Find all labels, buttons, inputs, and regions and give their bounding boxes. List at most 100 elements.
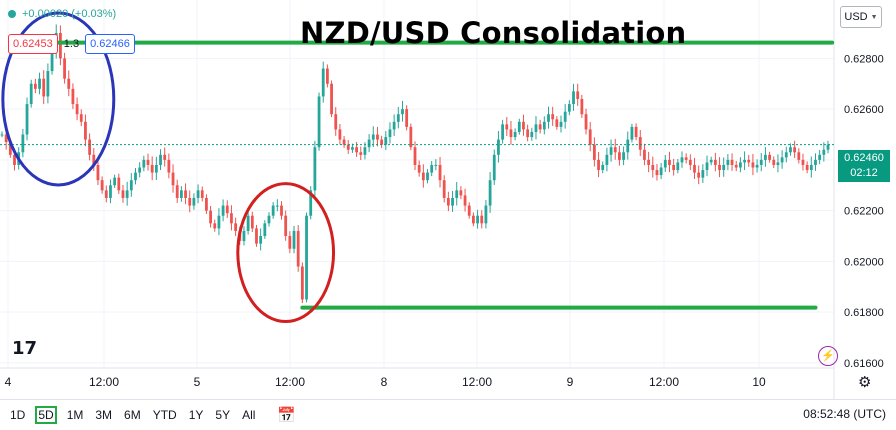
candle-body	[547, 114, 550, 122]
candle	[230, 205, 233, 231]
candle-body	[522, 121, 525, 130]
candle-body	[84, 121, 87, 140]
candle-body	[801, 159, 805, 165]
candle-body	[179, 190, 183, 198]
candle	[567, 100, 571, 116]
candle	[801, 153, 805, 171]
candle-body	[668, 159, 671, 165]
candle	[267, 212, 271, 227]
candle-body	[588, 129, 592, 145]
range-button-6m[interactable]: 6M	[124, 408, 141, 422]
candle	[275, 199, 279, 212]
candle	[263, 220, 267, 239]
range-button-5d[interactable]: 5D	[35, 406, 57, 424]
candle-body	[826, 144, 830, 150]
candle	[384, 131, 388, 151]
candle	[163, 147, 167, 167]
candle-body	[33, 83, 37, 89]
candle	[584, 108, 588, 135]
candle	[772, 156, 776, 169]
candle	[159, 149, 162, 171]
candle-body	[772, 159, 776, 165]
candle-body	[751, 162, 755, 168]
buy-price-button[interactable]: 0.62466	[85, 34, 135, 54]
candle	[259, 228, 263, 251]
candle	[334, 107, 338, 136]
candle-body	[59, 32, 62, 59]
range-button-ytd[interactable]: YTD	[152, 408, 177, 422]
candle-body	[96, 164, 100, 181]
candle-body	[388, 129, 392, 138]
candle	[538, 119, 542, 134]
candle-body	[367, 139, 371, 148]
candle-body	[359, 152, 363, 155]
candle	[659, 163, 663, 180]
range-button-1d[interactable]: 1D	[10, 408, 26, 422]
candle-body	[396, 114, 400, 122]
gear-icon[interactable]: ⚙	[858, 374, 872, 391]
candle	[150, 156, 154, 181]
candle	[317, 92, 321, 151]
candle	[221, 199, 225, 222]
lightning-icon[interactable]: ⚡	[818, 346, 838, 366]
candle-body	[630, 126, 634, 140]
range-button-5y[interactable]: 5Y	[215, 408, 231, 422]
price-change: +0.00020 (+0.03%)	[22, 8, 117, 20]
candle	[380, 135, 384, 149]
candle-body	[709, 159, 713, 163]
candle	[284, 210, 288, 241]
candle-body	[421, 172, 425, 181]
candle	[701, 164, 705, 183]
sell-price-button[interactable]: 0.62453	[8, 34, 58, 54]
range-button-1y[interactable]: 1Y	[188, 408, 204, 422]
candle	[630, 123, 634, 143]
candle	[409, 123, 413, 151]
candle	[488, 172, 492, 213]
candle-body	[722, 164, 726, 171]
candle	[776, 154, 780, 173]
candle	[789, 143, 792, 156]
candle-body	[346, 144, 350, 150]
candle-body	[113, 177, 117, 186]
candle-body	[776, 162, 780, 165]
candle-body	[680, 157, 684, 163]
candle-body	[438, 164, 442, 181]
candle	[618, 145, 621, 166]
candle	[351, 143, 354, 153]
candle-body	[651, 164, 655, 171]
price-tick-label: 0.61600	[844, 358, 884, 370]
currency-select[interactable]: USD ▼	[840, 6, 882, 28]
price-tick-label: 0.61800	[844, 307, 884, 319]
candle-body	[563, 111, 567, 122]
candle-body	[497, 139, 500, 155]
candle	[747, 154, 751, 167]
candle-body	[46, 71, 50, 97]
candle-body	[793, 147, 797, 153]
range-selector: 1D 5D 1M 3M 6M YTD 1Y 5Y All	[0, 406, 257, 424]
currency-label: USD	[844, 11, 868, 23]
chart-title: NZD/USD Consolidation	[300, 16, 687, 50]
candle-body	[104, 190, 108, 198]
range-button-all[interactable]: All	[242, 408, 256, 422]
candle	[38, 72, 41, 95]
calendar-icon[interactable]: 📅	[277, 407, 297, 424]
candle	[63, 52, 66, 84]
range-button-3m[interactable]: 3M	[95, 408, 113, 422]
candle	[609, 139, 613, 162]
candle-body	[50, 50, 54, 72]
candle-body	[409, 126, 413, 148]
candle	[693, 157, 696, 179]
candle	[534, 116, 538, 140]
range-button-1m[interactable]: 1M	[66, 408, 84, 422]
candle-body	[555, 119, 559, 127]
candle	[67, 70, 71, 97]
candle	[442, 175, 446, 203]
candle-body	[355, 147, 358, 153]
candle-body	[42, 78, 46, 97]
candle	[313, 140, 317, 197]
candle	[321, 61, 325, 103]
candle-body	[230, 213, 233, 224]
price-tick-label: 0.62800	[844, 53, 884, 65]
candle-body	[430, 164, 434, 173]
